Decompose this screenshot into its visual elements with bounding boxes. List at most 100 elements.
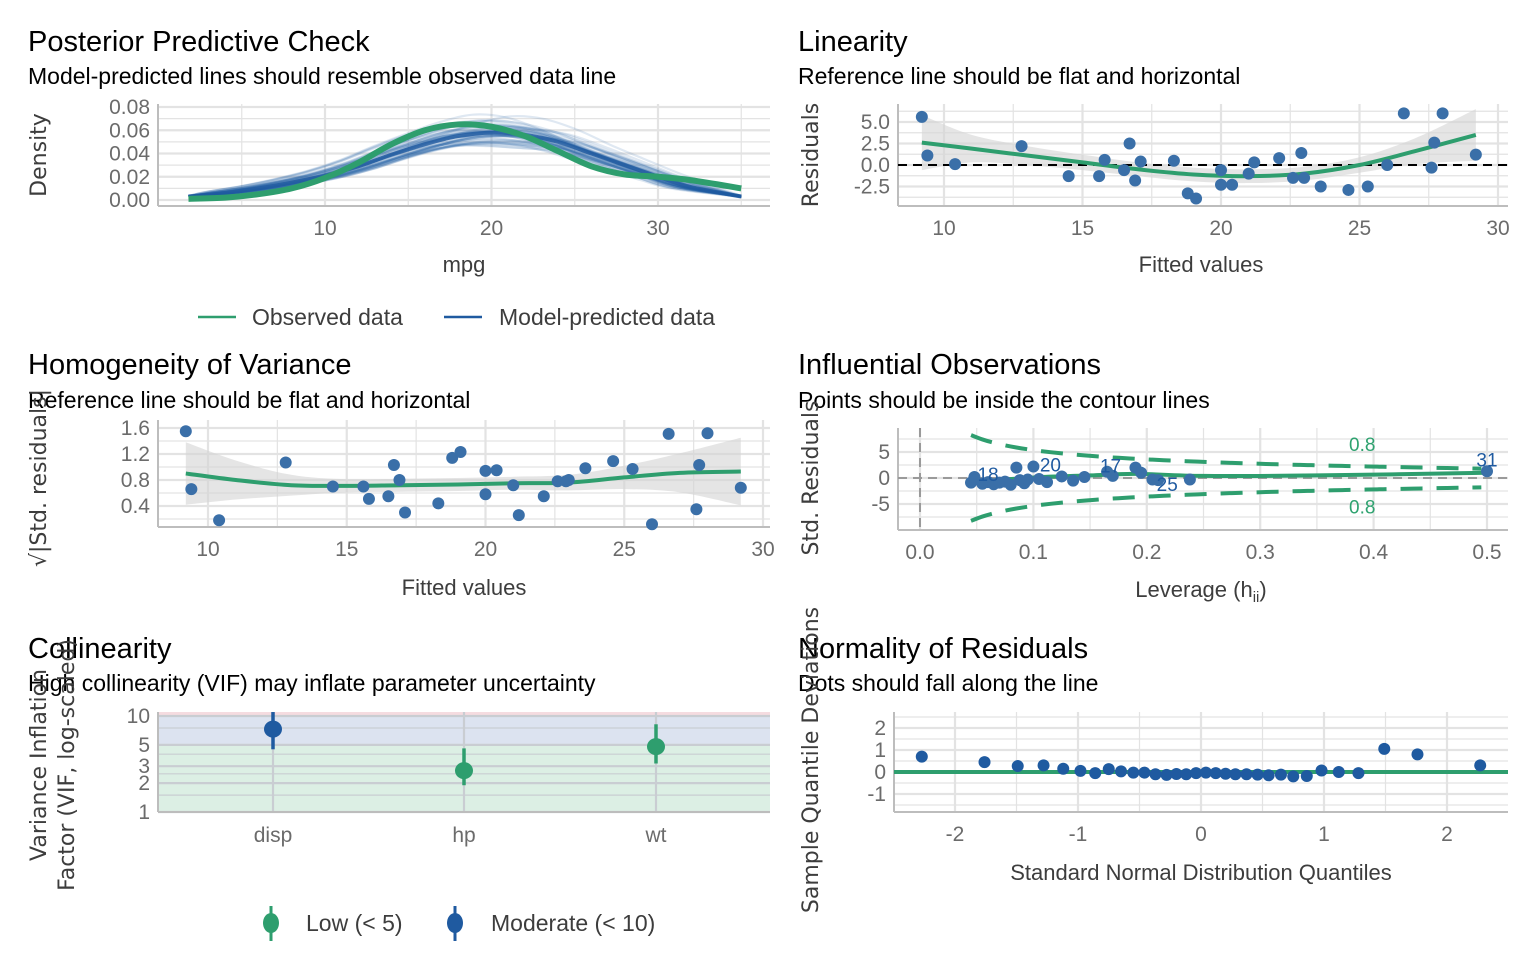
data-point [662, 427, 675, 440]
linearity-x-axis-label: Fitted values [1139, 252, 1264, 277]
data-point [1138, 766, 1151, 779]
x-tick-label: 1 [1318, 823, 1330, 846]
vif-point-wt [647, 738, 665, 756]
x-tick-label: 30 [1486, 217, 1509, 240]
data-point [1428, 136, 1441, 149]
data-point [1219, 767, 1232, 780]
data-point [446, 451, 459, 464]
normality-title: Normality of Residuals [798, 633, 1088, 665]
data-point [734, 481, 747, 494]
vif-point-hp [455, 762, 473, 780]
ppc-ticks: 10 20 30 0.000.020.040.060.08 [109, 96, 670, 240]
collinearity-y-axis-label-line2: Factor (VIF, log-scaled) [55, 639, 80, 891]
data-point [1481, 465, 1493, 478]
y-tick-label: 5 [138, 734, 150, 757]
linearity-title: Linearity [798, 26, 908, 58]
ppc-subtitle: Model-predicted lines should resemble ob… [28, 63, 616, 89]
data-point [512, 509, 525, 522]
data-point [1152, 474, 1165, 487]
x-tick-label: 10 [196, 538, 219, 561]
y-tick-label: -2.5 [854, 176, 890, 199]
data-point [1074, 764, 1087, 777]
y-tick-label: 0.04 [109, 143, 150, 166]
data-point [1295, 146, 1308, 159]
data-point [1215, 178, 1227, 191]
legend-low-label: Low (< 5) [306, 910, 403, 936]
influential-y-axis-label: Std. Residuals [799, 401, 824, 556]
data-point [399, 506, 412, 519]
data-point [1190, 767, 1203, 780]
data-point [1093, 170, 1106, 183]
data-point [1342, 183, 1355, 196]
contour-label: 0.8 [1349, 435, 1375, 456]
predicted-density-line [188, 135, 742, 198]
x-tick-label: 0.1 [1019, 541, 1048, 564]
point-label: 20 [1040, 455, 1061, 476]
data-point [1062, 170, 1075, 183]
x-tick-label: 25 [613, 538, 636, 561]
y-tick-label: 2 [874, 717, 886, 740]
homogeneity-y-axis-label: √|Std. residuals| [27, 389, 52, 567]
y-tick-label: 5 [878, 441, 890, 464]
data-point [1041, 476, 1054, 489]
data-point [1190, 192, 1203, 205]
influential-point-labels: 18 20 17 25 31 [977, 450, 1497, 496]
data-point [1251, 768, 1264, 781]
x-tick-label: 20 [474, 538, 497, 561]
data-point [1287, 770, 1300, 783]
collinearity-ticks: 1 235 10 disp hp wt [127, 705, 667, 847]
contour-label: 0.8 [1349, 498, 1375, 519]
data-point [607, 455, 620, 468]
normality-points [915, 742, 1487, 783]
data-point [1115, 765, 1128, 778]
y-tick-label: 0.02 [109, 166, 150, 189]
data-point [1199, 766, 1212, 779]
data-point [1098, 153, 1111, 166]
data-point [693, 459, 706, 472]
data-point [579, 462, 592, 475]
data-point [1004, 478, 1017, 491]
cooks-distance-contour [970, 433, 1482, 471]
ppc-legend: Observed data Model-predicted data [198, 304, 715, 330]
y-tick-label: 2.5 [861, 133, 890, 156]
data-point [1352, 767, 1365, 780]
linearity-subtitle: Reference line should be flat and horizo… [798, 63, 1240, 89]
data-point [507, 479, 520, 492]
x-tick-label: 0 [1195, 823, 1207, 846]
influential-subtitle: Points should be inside the contour line… [798, 387, 1210, 413]
x-tick-label: 10 [313, 217, 336, 240]
data-point [1123, 137, 1136, 150]
x-tick-label: 15 [1071, 217, 1094, 240]
normality-x-axis-label: Standard Normal Distribution Quantiles [1010, 860, 1392, 885]
x-tick-label: 10 [932, 217, 955, 240]
y-tick-label: 1 [138, 801, 150, 824]
collinearity-legend: Low (< 5) Moderate (< 10) [263, 906, 655, 941]
data-point [326, 480, 339, 493]
x-tick-label: 25 [1348, 217, 1371, 240]
y-tick-label: 0 [878, 467, 890, 490]
linearity-confidence-ribbon [921, 109, 1476, 184]
data-point [1314, 180, 1327, 193]
data-point [490, 464, 503, 477]
data-point [1037, 759, 1050, 772]
data-point [1240, 768, 1253, 781]
data-point [690, 503, 703, 516]
collinearity-vif-marks [264, 712, 665, 786]
data-point [1160, 768, 1173, 781]
data-point [1180, 768, 1193, 781]
y-tick-label: 1 [874, 739, 886, 762]
data-point [1381, 159, 1394, 171]
x-tick-label: 20 [480, 217, 503, 240]
legend-low-swatch-dot [263, 913, 279, 933]
predicted-density-line [188, 131, 742, 198]
panel-normality: Normality of Residuals Dots should fall … [798, 607, 1508, 913]
panel-linearity: Linearity Reference line should be flat … [798, 26, 1510, 277]
data-point [1242, 167, 1255, 180]
data-point [1262, 769, 1275, 782]
y-tick-label: 0.4 [121, 495, 151, 518]
data-point [1215, 164, 1227, 177]
collinearity-y-axis-label-line1: Variance Inflation [27, 669, 52, 861]
y-tick-label: -1 [867, 783, 886, 806]
data-point [1167, 154, 1180, 167]
